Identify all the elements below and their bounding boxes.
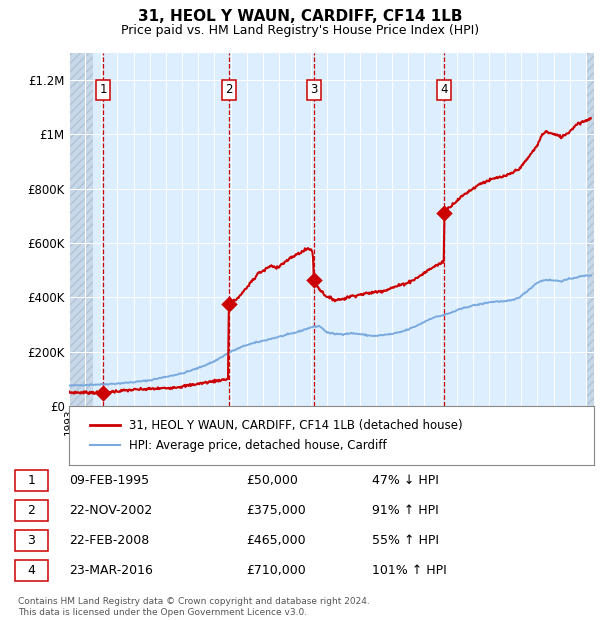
Point xyxy=(309,275,319,285)
Legend: 31, HEOL Y WAUN, CARDIFF, CF14 1LB (detached house), HPI: Average price, detache: 31, HEOL Y WAUN, CARDIFF, CF14 1LB (deta… xyxy=(85,414,467,457)
FancyBboxPatch shape xyxy=(15,470,48,490)
Text: 1: 1 xyxy=(28,474,35,487)
Text: 22-NOV-2002: 22-NOV-2002 xyxy=(69,504,152,517)
Text: 09-FEB-1995: 09-FEB-1995 xyxy=(69,474,149,487)
Text: 2: 2 xyxy=(225,83,233,96)
Point xyxy=(224,299,233,309)
Text: £50,000: £50,000 xyxy=(246,474,298,487)
Text: 2: 2 xyxy=(28,504,35,517)
Point xyxy=(98,388,108,397)
Bar xyxy=(69,53,93,406)
Text: 3: 3 xyxy=(310,83,317,96)
Point xyxy=(439,208,449,218)
FancyBboxPatch shape xyxy=(15,500,48,521)
Bar xyxy=(586,53,594,406)
FancyBboxPatch shape xyxy=(15,560,48,581)
Text: £465,000: £465,000 xyxy=(246,534,305,547)
Text: 1: 1 xyxy=(100,83,107,96)
Text: 47% ↓ HPI: 47% ↓ HPI xyxy=(372,474,439,487)
Text: 3: 3 xyxy=(28,534,35,547)
Text: 55% ↑ HPI: 55% ↑ HPI xyxy=(372,534,439,547)
Text: 4: 4 xyxy=(440,83,448,96)
Text: 23-MAR-2016: 23-MAR-2016 xyxy=(69,564,153,577)
Text: 101% ↑ HPI: 101% ↑ HPI xyxy=(372,564,447,577)
Text: 4: 4 xyxy=(28,564,35,577)
Text: Contains HM Land Registry data © Crown copyright and database right 2024.
This d: Contains HM Land Registry data © Crown c… xyxy=(18,598,370,617)
Text: 31, HEOL Y WAUN, CARDIFF, CF14 1LB: 31, HEOL Y WAUN, CARDIFF, CF14 1LB xyxy=(138,9,462,24)
Text: 91% ↑ HPI: 91% ↑ HPI xyxy=(372,504,439,517)
Text: £375,000: £375,000 xyxy=(246,504,306,517)
Text: Price paid vs. HM Land Registry's House Price Index (HPI): Price paid vs. HM Land Registry's House … xyxy=(121,24,479,37)
Text: 22-FEB-2008: 22-FEB-2008 xyxy=(69,534,149,547)
Text: £710,000: £710,000 xyxy=(246,564,306,577)
FancyBboxPatch shape xyxy=(15,530,48,551)
